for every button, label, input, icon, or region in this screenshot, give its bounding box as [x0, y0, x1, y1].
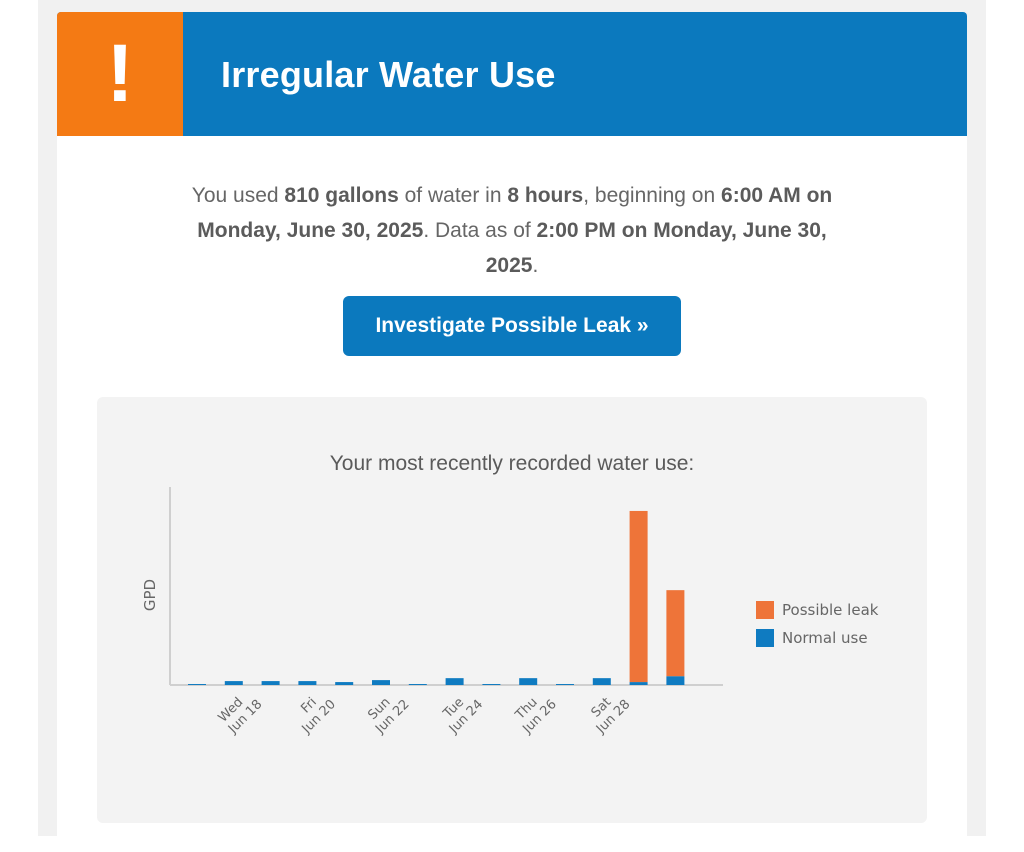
bar-possible-leak [629, 510, 648, 683]
usage-summary: You used 810 gallons of water in 8 hours… [177, 178, 847, 283]
legend-swatch [756, 629, 774, 647]
bar-normal-use [482, 684, 501, 685]
bar-normal-use [261, 681, 280, 685]
bar-normal-use [408, 684, 427, 685]
bar-normal-use [372, 680, 390, 685]
summary-text-3: , beginning on [583, 184, 722, 207]
bar-normal-use [629, 682, 648, 685]
bar-normal-use [224, 681, 243, 685]
summary-gallons: 810 gallons [284, 184, 399, 207]
summary-text-4: . Data as of [423, 219, 537, 242]
legend-label: Normal use [782, 629, 868, 647]
bar-normal-use [445, 678, 464, 685]
bar-normal-use [666, 676, 685, 685]
notification-card: ! Irregular Water Use You used 810 gallo… [57, 12, 967, 852]
summary-data-as-of: 2:00 PM on Monday, June 30, 2025 [485, 219, 827, 277]
bar-normal-use [335, 682, 354, 685]
summary-start-time: 6:00 AM on Monday, June 30, 2025 [197, 184, 833, 242]
bar-normal-use [188, 684, 206, 685]
summary-text-1: You used [191, 184, 285, 207]
summary-text-2: of water in [398, 184, 508, 207]
exclamation-icon: ! [106, 28, 134, 119]
legend-swatch [756, 601, 774, 619]
alert-header: ! Irregular Water Use [57, 12, 967, 136]
summary-hours: 8 hours [507, 184, 584, 207]
bar-normal-use [519, 678, 538, 685]
chart-title: Your most recently recorded water use: [329, 452, 695, 475]
bar-normal-use [298, 681, 317, 685]
chart-panel [97, 397, 927, 823]
legend-label: Possible leak [782, 601, 879, 619]
alert-icon-box: ! [57, 12, 183, 136]
y-axis-label: GPD [141, 579, 159, 611]
bar-possible-leak [666, 590, 685, 677]
alert-title: Irregular Water Use [221, 54, 556, 95]
summary-text-5: . [532, 254, 539, 277]
bar-normal-use [592, 678, 611, 685]
bar-normal-use [556, 684, 574, 685]
investigate-leak-button[interactable]: Investigate Possible Leak » [343, 296, 681, 356]
